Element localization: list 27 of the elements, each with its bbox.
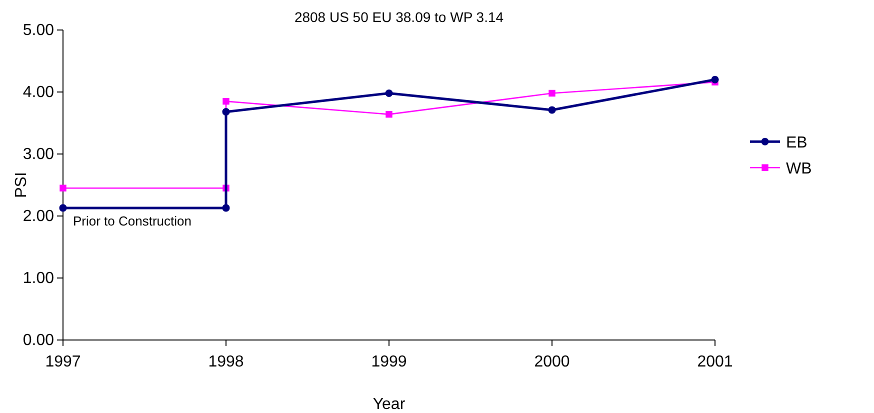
- annotation: Prior to Construction: [73, 213, 192, 228]
- point: [548, 90, 556, 97]
- legend-label: EB: [786, 134, 808, 152]
- x-axis-title: Year: [372, 396, 406, 413]
- x-tick-label: 1997: [45, 354, 81, 371]
- x-tick-label: 1999: [371, 354, 407, 371]
- point: [548, 106, 556, 114]
- point: [222, 98, 230, 105]
- y-tick-label: 3.00: [22, 146, 54, 164]
- y-tick-label: 5.00: [22, 22, 54, 40]
- x-tick-label: 2001: [697, 354, 733, 371]
- chart-title: 2808 US 50 EU 38.09 to WP 3.14: [294, 9, 504, 25]
- point: [386, 110, 392, 118]
- point: [60, 184, 66, 192]
- y-tick-label: 1.00: [22, 270, 54, 288]
- legend-label: WB: [786, 160, 812, 178]
- x-tick-label: 2000: [534, 354, 570, 371]
- point: [59, 204, 67, 212]
- point: [711, 76, 719, 84]
- point: [222, 108, 230, 116]
- y-axis-title: PSI: [13, 172, 30, 198]
- y-tick-label: 2.00: [22, 208, 54, 226]
- point: [385, 89, 393, 98]
- y-tick-label: 4.00: [22, 84, 54, 102]
- x-tick-label: 1998: [208, 354, 244, 371]
- point: [222, 204, 230, 212]
- y-tick-label: 0.00: [22, 332, 54, 350]
